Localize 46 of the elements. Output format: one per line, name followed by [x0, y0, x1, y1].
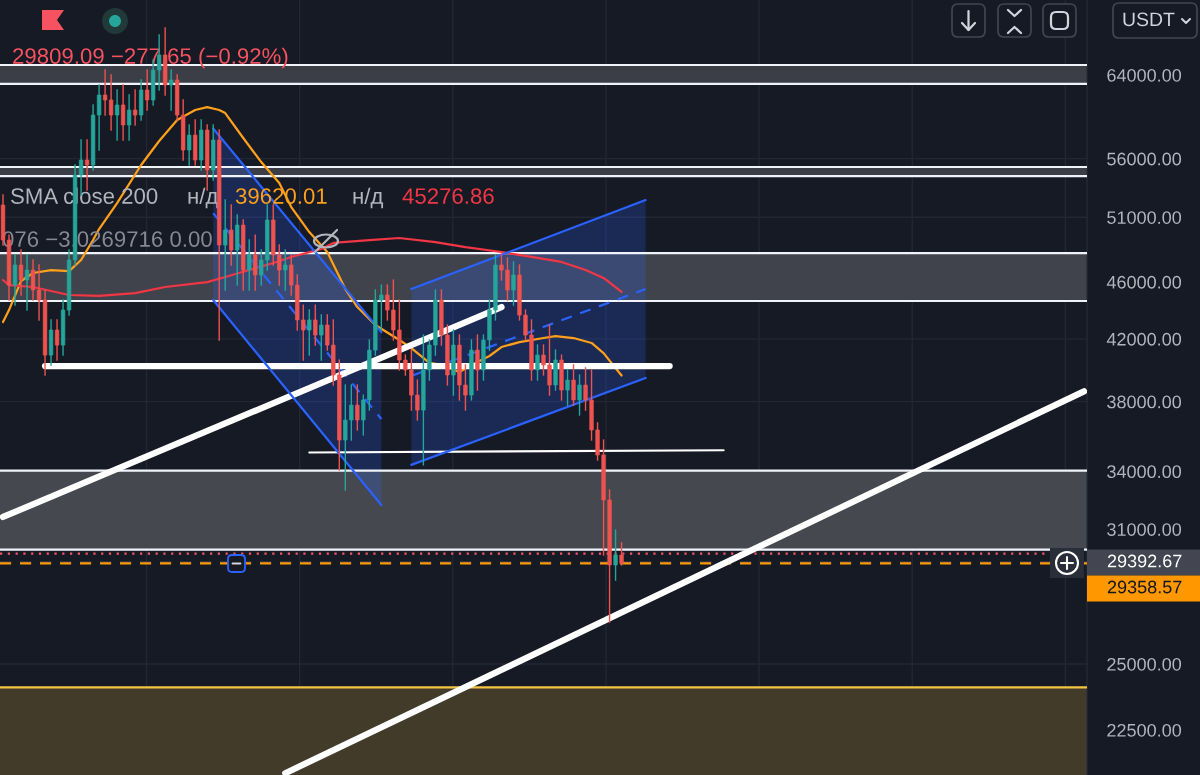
- line-series: [1, 105, 623, 377]
- candlestick: [283, 249, 288, 291]
- candlestick: [126, 94, 132, 141]
- candlestick: [24, 254, 30, 311]
- candlestick: [319, 314, 324, 361]
- annotation: н/д: [353, 187, 384, 209]
- candlestick: [577, 374, 582, 416]
- y-tick-label: 46000.00: [1106, 275, 1182, 289]
- y-tick-label: 51000.00: [1107, 211, 1182, 224]
- candlestick: [187, 124, 192, 166]
- y-tick-label: 25000.00: [1107, 657, 1182, 671]
- candlestick: [253, 234, 258, 291]
- y-tick-label: 22500.00: [1107, 723, 1182, 737]
- candlestick: [355, 384, 360, 431]
- candlestick: [571, 364, 576, 406]
- candlestick: [36, 264, 42, 321]
- candlestick: [511, 261, 516, 306]
- candlestick: [535, 344, 540, 381]
- candlestick: [307, 309, 312, 356]
- candlestick: [120, 84, 126, 141]
- ref-line-label: 29358.57: [1107, 580, 1182, 594]
- y-tick-label: 56000.00: [1107, 152, 1182, 166]
- ref-line-label: 29392.67: [1107, 554, 1182, 568]
- candlestick: [619, 542, 624, 566]
- candlestick: [114, 89, 120, 141]
- candlestick: [247, 239, 252, 291]
- annotation: 45276.86: [402, 188, 494, 204]
- y-tick-label: 31000.00: [1107, 523, 1182, 536]
- candlestick: [144, 69, 150, 111]
- candlestick: [54, 319, 60, 361]
- y-tick-label: 34000.00: [1107, 465, 1182, 479]
- candlestick: [565, 369, 570, 406]
- candlestick: [169, 69, 174, 111]
- candlestick: [613, 529, 618, 581]
- y-tick-label: 42000.00: [1106, 332, 1182, 346]
- y-tick-label: 64000.00: [1107, 68, 1182, 82]
- text: USDT: [1123, 12, 1175, 27]
- candlestick: [132, 89, 138, 126]
- candlestick: [229, 204, 234, 266]
- candlestick: [18, 249, 24, 296]
- candlestick: [475, 334, 480, 391]
- y-tick-label: 38000.00: [1107, 395, 1182, 409]
- candlestick: [313, 304, 318, 346]
- candlestick: [30, 259, 36, 301]
- candlestick: [223, 199, 228, 291]
- candlestick: [12, 254, 18, 306]
